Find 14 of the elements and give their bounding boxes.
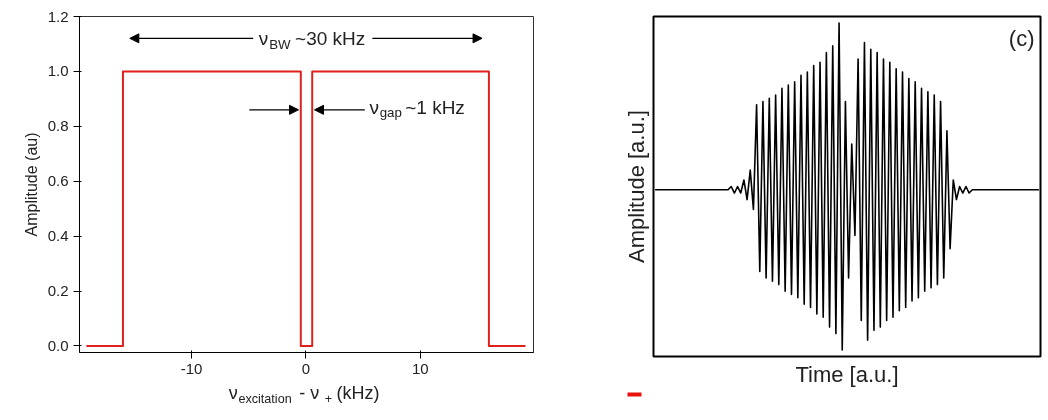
y-axis-title: Amplitude (au): [22, 132, 40, 237]
x-tick-label: -10: [180, 359, 203, 377]
y-axis-title: Amplitude [a.u.]: [623, 110, 649, 263]
x-tick-label: 0: [301, 359, 311, 377]
y-tick-label: 0.0: [47, 336, 69, 354]
y-tick-label: 0.2: [47, 282, 69, 300]
x-tick-label: 10: [411, 359, 429, 377]
y-tick-label: 0.4: [47, 227, 69, 245]
y-tick-label: 0.6: [47, 172, 69, 190]
annotation: (c): [1008, 25, 1035, 51]
y-tick-label: 0.8: [47, 117, 69, 135]
y-tick-label: 1.2: [47, 7, 69, 25]
y-tick-label: 1.0: [47, 62, 69, 80]
x-axis-title: Time [a.u.]: [795, 361, 899, 387]
